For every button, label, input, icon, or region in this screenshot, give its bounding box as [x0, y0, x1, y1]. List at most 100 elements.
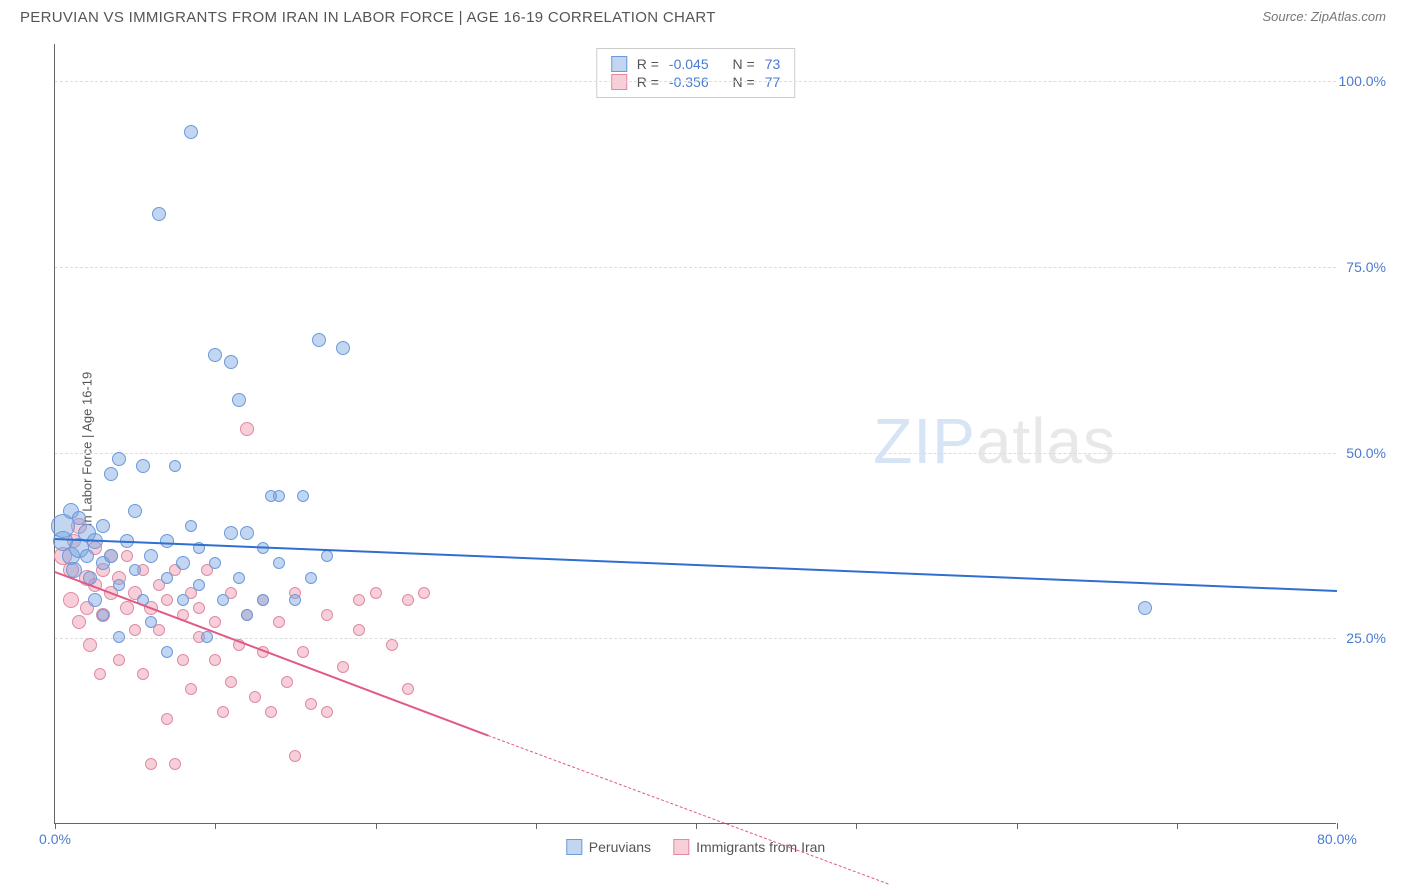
scatter-point-blue	[217, 594, 229, 606]
scatter-point-blue	[201, 631, 213, 643]
scatter-point-blue	[104, 467, 118, 481]
scatter-point-pink	[249, 691, 261, 703]
scatter-point-pink	[217, 706, 229, 718]
plot-area: ZIPatlas R = -0.045 N = 73 R = -0.356 N …	[54, 44, 1336, 824]
watermark-atlas: atlas	[976, 405, 1116, 477]
scatter-point-pink	[137, 668, 149, 680]
scatter-point-blue	[208, 348, 222, 362]
scatter-point-blue	[152, 207, 166, 221]
y-tick-label: 25.0%	[1346, 630, 1386, 646]
gridline	[55, 267, 1336, 268]
r-label: R =	[637, 56, 659, 72]
scatter-point-pink	[177, 654, 189, 666]
scatter-point-pink	[265, 706, 277, 718]
x-tick	[536, 823, 537, 829]
scatter-point-pink	[161, 713, 173, 725]
scatter-point-blue	[113, 579, 125, 591]
gridline	[55, 453, 1336, 454]
scatter-point-pink	[83, 638, 97, 652]
scatter-point-blue	[136, 459, 150, 473]
chart-title: PERUVIAN VS IMMIGRANTS FROM IRAN IN LABO…	[20, 9, 716, 26]
scatter-point-pink	[169, 758, 181, 770]
trendline-pink-dash	[487, 735, 888, 885]
scatter-point-pink	[297, 646, 309, 658]
scatter-point-pink	[72, 615, 86, 629]
scatter-point-blue	[161, 646, 173, 658]
scatter-point-blue	[289, 594, 301, 606]
scatter-point-pink	[209, 616, 221, 628]
scatter-point-pink	[321, 609, 333, 621]
scatter-point-pink	[321, 706, 333, 718]
r-value-blue: -0.045	[669, 56, 709, 72]
x-tick-label: 80.0%	[1317, 831, 1357, 847]
x-tick	[1017, 823, 1018, 829]
swatch-blue	[611, 56, 627, 72]
scatter-point-pink	[209, 654, 221, 666]
scatter-point-pink	[305, 698, 317, 710]
scatter-point-blue	[257, 594, 269, 606]
scatter-point-pink	[402, 683, 414, 695]
y-tick-label: 50.0%	[1346, 445, 1386, 461]
scatter-point-blue	[232, 393, 246, 407]
scatter-point-blue	[144, 549, 158, 563]
scatter-point-pink	[418, 587, 430, 599]
scatter-point-blue	[224, 355, 238, 369]
scatter-point-pink	[94, 668, 106, 680]
scatter-point-blue	[336, 341, 350, 355]
stats-row-blue: R = -0.045 N = 73	[611, 55, 781, 73]
watermark-zip: ZIP	[873, 405, 976, 477]
stats-legend: R = -0.045 N = 73 R = -0.356 N = 77	[596, 48, 796, 98]
scatter-point-blue	[72, 511, 86, 525]
scatter-point-blue	[80, 549, 94, 563]
scatter-point-blue	[161, 572, 173, 584]
x-tick	[1177, 823, 1178, 829]
x-tick	[55, 823, 56, 829]
scatter-point-blue	[209, 557, 221, 569]
swatch-pink	[673, 839, 689, 855]
scatter-point-blue	[193, 579, 205, 591]
scatter-point-pink	[193, 602, 205, 614]
scatter-point-blue	[297, 490, 309, 502]
scatter-point-pink	[402, 594, 414, 606]
scatter-point-blue	[169, 460, 181, 472]
scatter-point-pink	[63, 592, 79, 608]
x-tick-label: 0.0%	[39, 831, 71, 847]
scatter-point-blue	[128, 504, 142, 518]
chart-container: In Labor Force | Age 16-19 ZIPatlas R = …	[20, 44, 1386, 854]
scatter-point-blue	[104, 549, 118, 563]
scatter-point-pink	[289, 750, 301, 762]
scatter-point-pink	[113, 654, 125, 666]
scatter-point-blue	[321, 550, 333, 562]
scatter-point-blue	[241, 609, 253, 621]
gridline	[55, 81, 1336, 82]
scatter-point-blue	[312, 333, 326, 347]
legend-item-blue: Peruvians	[566, 839, 651, 855]
legend-label-blue: Peruvians	[589, 839, 651, 855]
y-tick-label: 75.0%	[1346, 259, 1386, 275]
scatter-point-blue	[1138, 601, 1152, 615]
scatter-point-blue	[176, 556, 190, 570]
y-tick-label: 100.0%	[1339, 73, 1386, 89]
source-name: ZipAtlas.com	[1311, 9, 1386, 24]
scatter-point-pink	[370, 587, 382, 599]
x-tick	[696, 823, 697, 829]
scatter-point-pink	[129, 624, 141, 636]
source-label: Source:	[1262, 9, 1310, 24]
scatter-point-pink	[281, 676, 293, 688]
x-tick	[215, 823, 216, 829]
scatter-point-blue	[97, 609, 109, 621]
scatter-point-blue	[160, 534, 174, 548]
scatter-point-blue	[273, 557, 285, 569]
scatter-point-pink	[240, 422, 254, 436]
scatter-point-blue	[240, 526, 254, 540]
x-tick	[1337, 823, 1338, 829]
n-value-blue: 73	[765, 56, 781, 72]
scatter-point-pink	[161, 594, 173, 606]
scatter-point-blue	[129, 564, 141, 576]
scatter-point-blue	[273, 490, 285, 502]
scatter-point-pink	[353, 594, 365, 606]
scatter-point-pink	[386, 639, 398, 651]
trendline-blue	[55, 538, 1337, 592]
scatter-point-pink	[337, 661, 349, 673]
scatter-point-pink	[225, 676, 237, 688]
